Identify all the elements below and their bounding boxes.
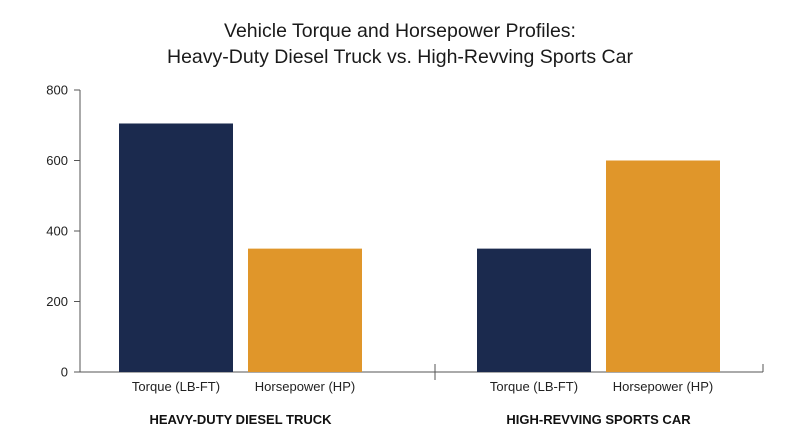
group-labels: HEAVY-DUTY DIESEL TRUCK HIGH-REVVING SPOR… (149, 412, 691, 427)
bar-torque (477, 248, 591, 372)
category-label: Torque (LB-FT) (132, 379, 220, 394)
category-label: Horsepower (HP) (255, 379, 355, 394)
bar-horsepower (606, 160, 720, 372)
chart-title-line-1: Vehicle Torque and Horsepower Profiles: (224, 20, 576, 42)
chart-title-line-2: Heavy-Duty Diesel Truck vs. High-Revving… (167, 46, 633, 68)
category-labels: Torque (LB-FT) Horsepower (HP) Torque (LB-… (132, 379, 713, 394)
bar-torque (119, 123, 233, 372)
bar-horsepower (248, 248, 362, 372)
group-label: HIGH-REVVING SPORTS CAR (506, 412, 691, 427)
y-tick-label: 600 (46, 153, 68, 168)
y-tick-label: 0 (61, 365, 68, 380)
category-label: Torque (LB-FT) (490, 379, 578, 394)
category-label: Horsepower (HP) (613, 379, 713, 394)
y-tick-label: 200 (46, 294, 68, 309)
chart-title: Vehicle Torque and Horsepower Profiles: … (0, 18, 800, 70)
y-axis-ticks: 0 200 400 600 800 (46, 83, 80, 380)
y-tick-label: 400 (46, 224, 68, 239)
y-tick-label: 800 (46, 83, 68, 98)
bars (119, 123, 720, 372)
group-label: HEAVY-DUTY DIESEL TRUCK (149, 412, 332, 427)
